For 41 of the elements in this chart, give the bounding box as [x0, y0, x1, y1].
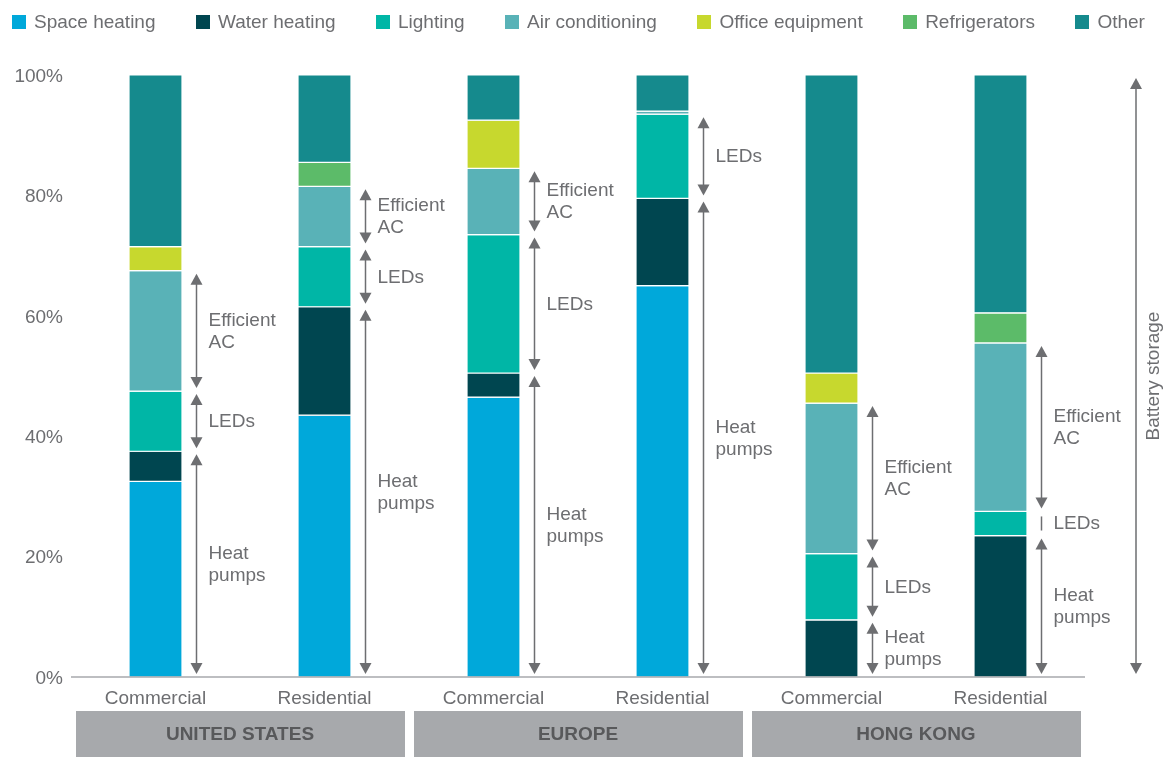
- annotation: Efficient AC: [1053, 405, 1122, 449]
- annotation: Heat pumps: [546, 503, 605, 547]
- legend-label: Refrigerators: [925, 11, 1035, 33]
- x-tick-label: Residential: [615, 687, 710, 709]
- y-tick-label: 60%: [24, 305, 64, 327]
- annotation: LEDs: [1053, 512, 1101, 535]
- x-tick-label: Residential: [953, 687, 1048, 709]
- x-tick-label: Commercial: [442, 687, 545, 709]
- legend-label: Air conditioning: [527, 11, 657, 33]
- annotation: Efficient AC: [546, 179, 615, 224]
- text: HONG KONG: [856, 723, 976, 745]
- annotation: Efficient AC: [377, 194, 446, 239]
- text: Battery storage: [1141, 311, 1163, 441]
- annotation: Heat pumps: [884, 626, 943, 671]
- legend-label: Water heating: [217, 11, 336, 33]
- annotation: Heat pumps: [377, 470, 436, 514]
- bar: [635, 75, 690, 112]
- annotation: LEDs: [208, 410, 256, 433]
- y-tick-label: 20%: [24, 546, 64, 568]
- x-tick-label: Residential: [277, 687, 372, 709]
- y-tick-label: 80%: [24, 185, 64, 207]
- x-tick-label: Commercial: [104, 687, 207, 709]
- legend-label: Lighting: [398, 11, 465, 33]
- legend-label: Other: [1097, 11, 1145, 33]
- legend-label: Space heating: [34, 11, 156, 33]
- x-tick-label: Commercial: [780, 687, 883, 709]
- text: UNITED STATES: [165, 723, 315, 745]
- annotation: Efficient AC: [208, 309, 277, 353]
- annotation: LEDs: [546, 292, 594, 315]
- annotation: Heat pumps: [715, 415, 774, 460]
- annotation: LEDs: [377, 265, 425, 288]
- annotation: Heat pumps: [1053, 584, 1112, 629]
- text: EUROPE: [537, 723, 619, 745]
- annotation: LEDs: [715, 145, 763, 168]
- annotation: Efficient AC: [884, 456, 953, 501]
- annotation: Heat pumps: [208, 542, 267, 586]
- y-tick-label: 40%: [24, 425, 64, 447]
- y-tick-label: 0%: [35, 666, 64, 688]
- y-tick-label: 100%: [14, 64, 64, 86]
- legend-label: Office equipment: [719, 11, 863, 33]
- annotation: LEDs: [884, 575, 932, 598]
